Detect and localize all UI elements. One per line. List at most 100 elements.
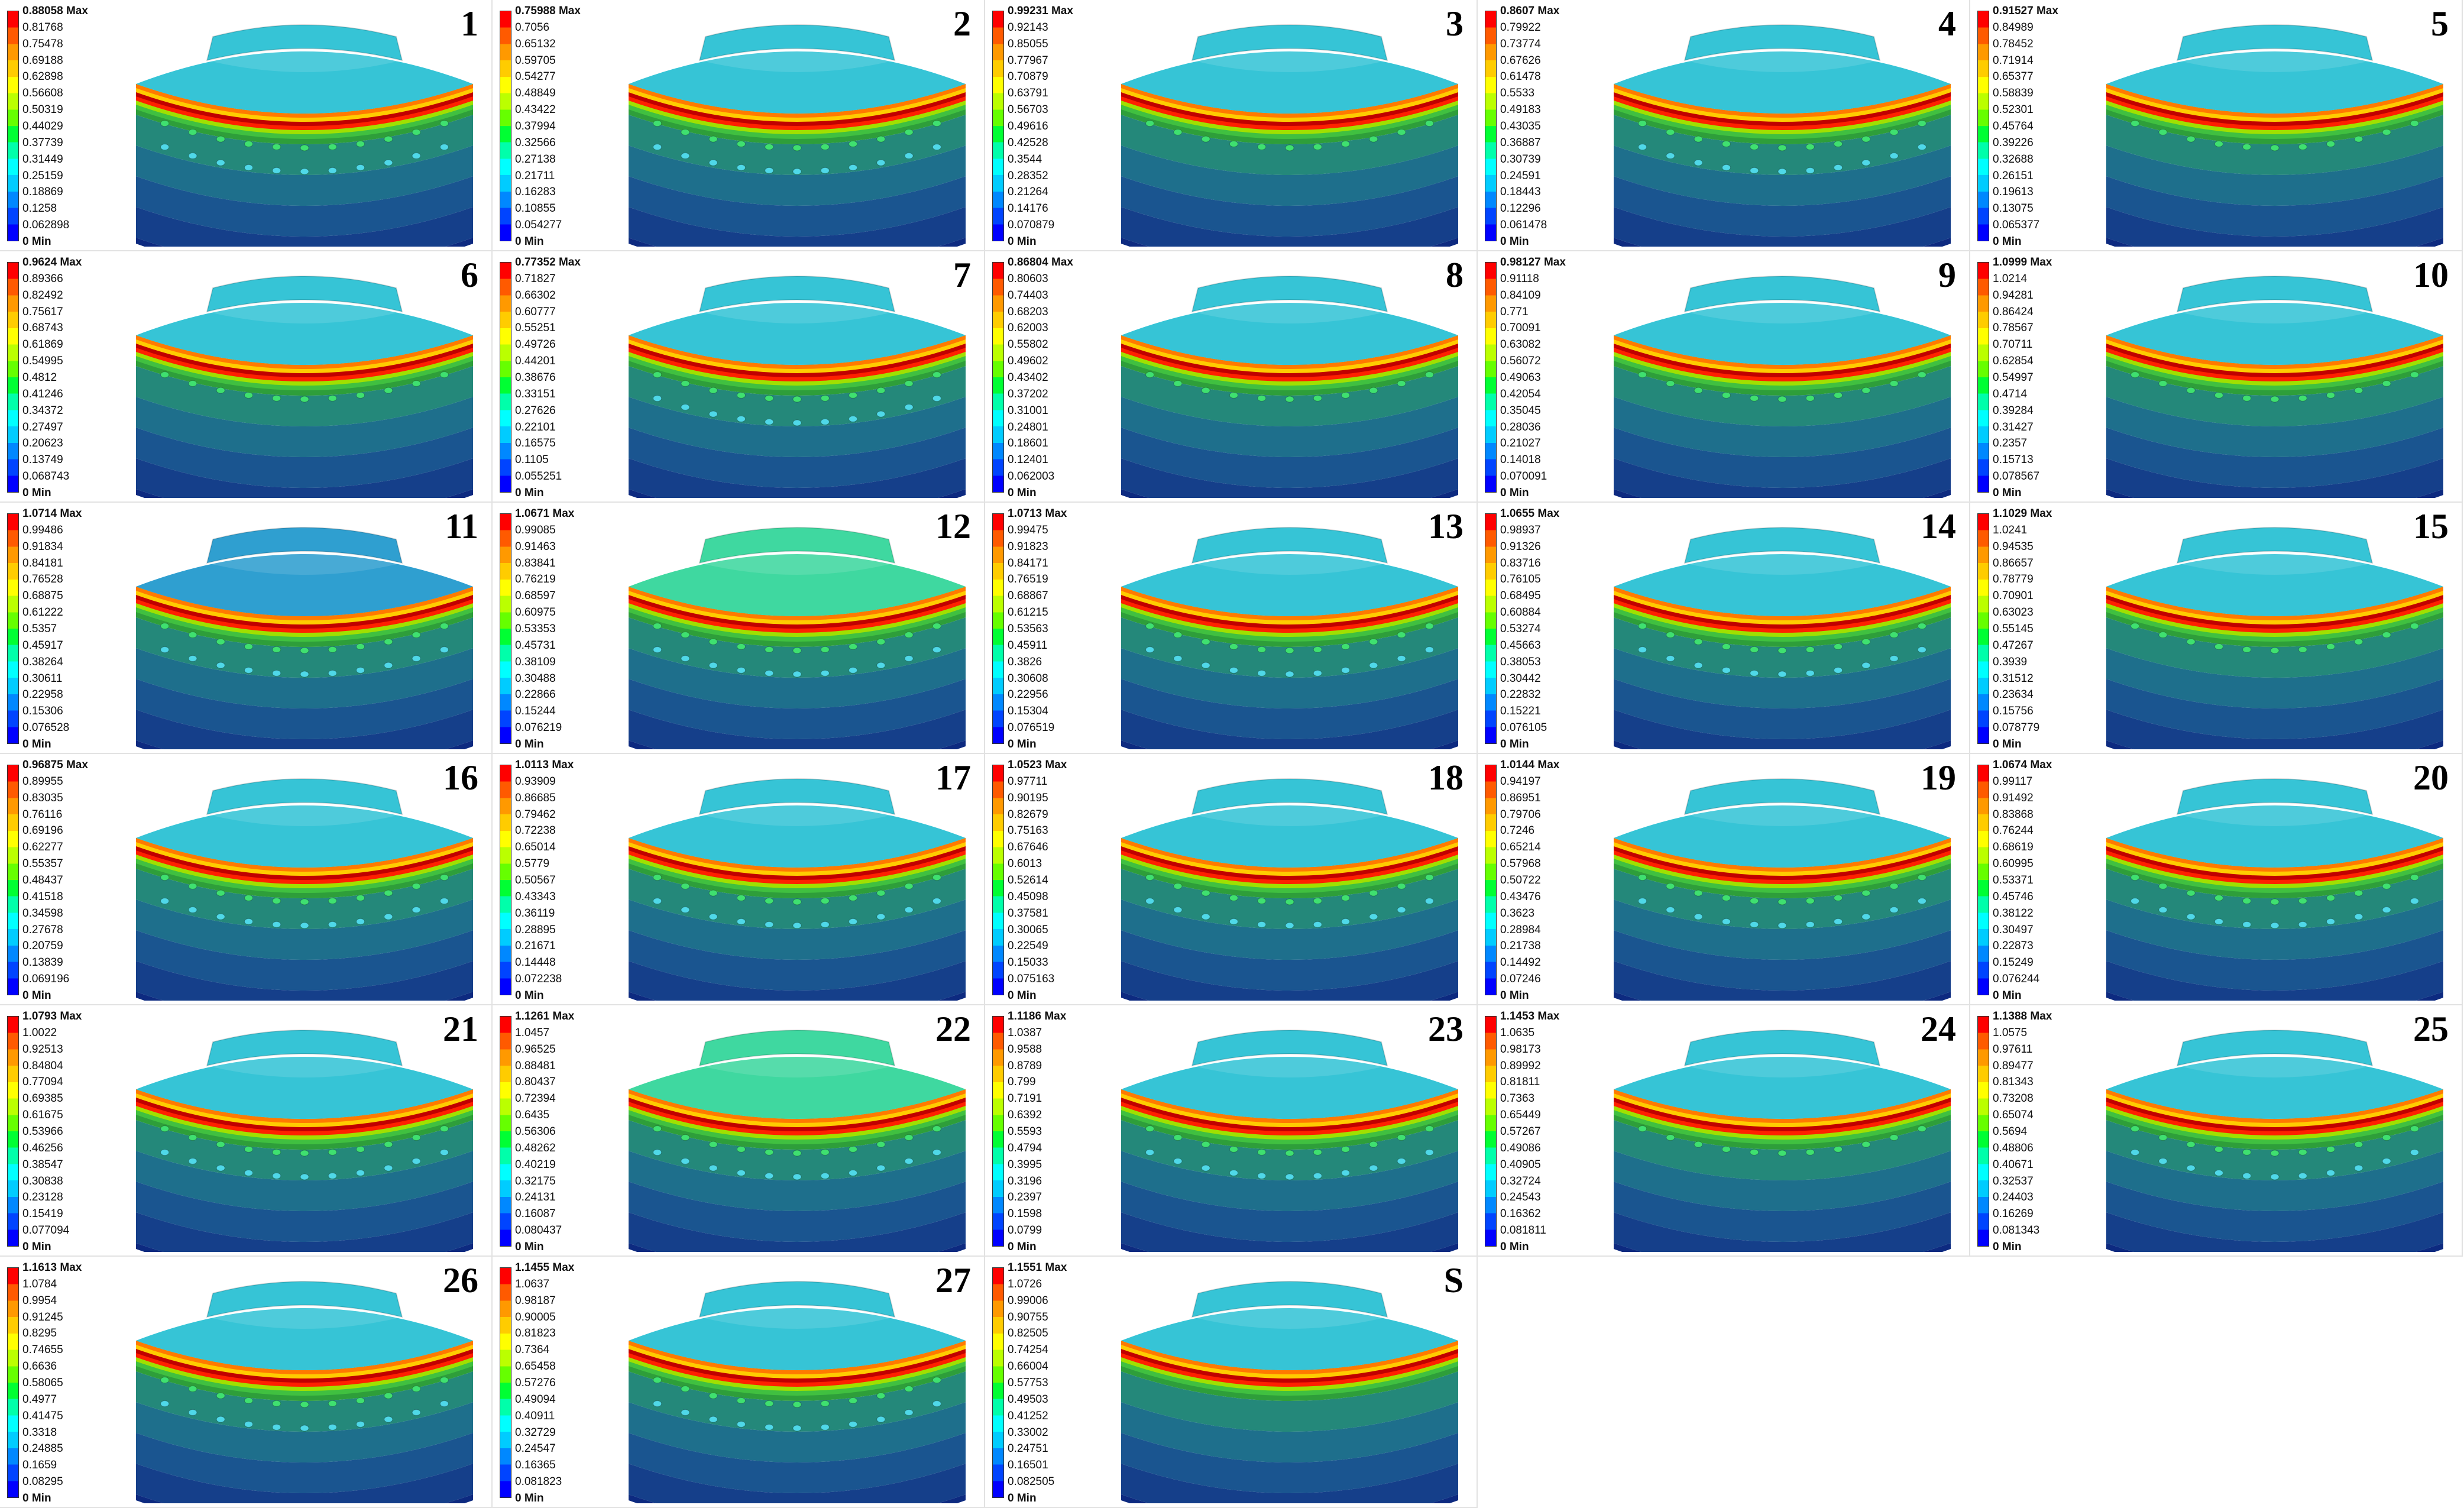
legend-value-label: 0.15713 bbox=[1993, 454, 2034, 467]
model-hole bbox=[1638, 120, 1647, 127]
model-hot-ring bbox=[136, 859, 473, 893]
model-hole bbox=[2214, 918, 2223, 925]
model-hot-ring bbox=[629, 339, 966, 374]
model-hole bbox=[1257, 394, 1267, 402]
model-hole bbox=[708, 913, 718, 920]
panel-number: 26 bbox=[443, 1261, 478, 1300]
model-hole bbox=[1313, 143, 1322, 150]
model-hole bbox=[1666, 153, 1675, 160]
model-hot-ring bbox=[136, 595, 473, 629]
model-hot-ring bbox=[1614, 599, 1951, 633]
model-hole bbox=[1805, 1148, 1815, 1156]
legend-value-label: 0.43035 bbox=[1500, 120, 1541, 132]
model-top-boss bbox=[698, 778, 896, 816]
model-hot-ring bbox=[2106, 344, 2443, 378]
legend-value-label: 0.10855 bbox=[515, 202, 556, 215]
model-hole bbox=[820, 167, 830, 174]
model-hole bbox=[849, 391, 858, 399]
legend-value-label: 0.076519 bbox=[1008, 721, 1055, 734]
legend-value-label: 0.91823 bbox=[1008, 540, 1048, 553]
model-hot-ring bbox=[2106, 603, 2443, 637]
model-hole bbox=[272, 394, 281, 402]
legend-color-bar bbox=[7, 1016, 19, 1247]
model-hole bbox=[849, 666, 858, 674]
model-top-boss bbox=[1683, 24, 1881, 62]
legend-value-label: 0.31512 bbox=[1993, 672, 2034, 685]
model-hole bbox=[1341, 894, 1351, 901]
model-band bbox=[136, 930, 473, 991]
model-hole bbox=[2270, 922, 2280, 929]
model-hole bbox=[2242, 646, 2252, 653]
model-hole bbox=[2158, 1158, 2168, 1165]
model-hot-ring bbox=[136, 1341, 473, 1375]
legend-value-label: 0.48437 bbox=[22, 874, 63, 886]
model-hot-ring bbox=[136, 1349, 473, 1383]
model-hole bbox=[904, 1386, 914, 1393]
model-hot-ring bbox=[1121, 1357, 1458, 1391]
legend-max-label: 1.1186 Max bbox=[1008, 1010, 1067, 1022]
model-hole bbox=[2186, 889, 2196, 897]
legend-value-label: 0.36887 bbox=[1500, 136, 1541, 149]
legend-value-label: 0.30838 bbox=[22, 1174, 63, 1187]
model-hole bbox=[820, 1400, 830, 1407]
model-hole bbox=[904, 1409, 914, 1416]
model-hot-ring bbox=[1121, 1349, 1458, 1383]
model-hot-ring bbox=[136, 352, 473, 386]
legend-value-label: 0.30608 bbox=[1008, 672, 1048, 685]
model-hole bbox=[1229, 643, 1238, 650]
model-hole bbox=[1397, 380, 1406, 387]
model-hole bbox=[1257, 897, 1267, 904]
model-hole bbox=[1285, 396, 1294, 403]
legend-min-label: 0 Min bbox=[515, 1241, 544, 1253]
legend-value-label: 0.55145 bbox=[1993, 623, 2034, 635]
legend-value-label: 0.5357 bbox=[22, 623, 57, 635]
model-hole bbox=[1424, 646, 1434, 653]
legend-max-label: 0.98127 Max bbox=[1500, 256, 1566, 268]
legend-value-label: 0.24403 bbox=[1993, 1191, 2034, 1204]
model-hole bbox=[1694, 159, 1703, 166]
model-hole bbox=[1638, 371, 1647, 378]
model-hole bbox=[681, 1134, 690, 1141]
model-hole bbox=[820, 1148, 830, 1156]
model-hole bbox=[1638, 898, 1647, 905]
legend-value-label: 0.66302 bbox=[515, 289, 556, 302]
model-hole bbox=[244, 918, 253, 925]
model-top-boss bbox=[1683, 778, 1881, 816]
legend-max-label: 0.75988 Max bbox=[515, 5, 581, 17]
color-legend: 1.0523 Max 0.97711 0.90195 0.82679 0.75163 0.… bbox=[990, 759, 1090, 1001]
legend-value-label: 0.93909 bbox=[515, 775, 556, 788]
model-top-surface bbox=[1121, 51, 1458, 114]
model-hot-ring bbox=[629, 101, 966, 135]
model-hot-ring bbox=[136, 348, 473, 382]
legend-min-label: 0 Min bbox=[22, 1241, 51, 1253]
model-band bbox=[2106, 961, 2443, 1001]
model-hole bbox=[932, 646, 941, 653]
model-hole bbox=[384, 387, 393, 394]
model-hole bbox=[653, 120, 662, 127]
model-hole bbox=[1145, 874, 1155, 881]
model-top-boss-face bbox=[700, 551, 895, 575]
model-hot-ring bbox=[1614, 339, 1951, 374]
model-hole bbox=[384, 1416, 393, 1423]
model-hot-ring bbox=[1121, 838, 1458, 872]
model-hot-ring bbox=[1614, 587, 1951, 621]
model-hole bbox=[1201, 387, 1210, 394]
legend-color-bar bbox=[500, 11, 511, 241]
model-hole bbox=[1834, 918, 1843, 925]
model-hole bbox=[2298, 646, 2307, 653]
legend-value-label: 0.35045 bbox=[1500, 404, 1541, 417]
legend-value-label: 0.76219 bbox=[515, 573, 556, 586]
legend-value-label: 0.27678 bbox=[22, 923, 63, 936]
model-band bbox=[629, 1212, 966, 1252]
legend-value-label: 0.15419 bbox=[22, 1208, 63, 1221]
legend-value-label: 0.77967 bbox=[1008, 54, 1048, 67]
fe-model-render bbox=[1614, 778, 1951, 1001]
model-hole bbox=[300, 922, 309, 929]
legend-value-label: 0.68619 bbox=[1993, 841, 2034, 854]
model-hole bbox=[1638, 623, 1647, 630]
model-hole bbox=[876, 662, 886, 669]
panel-number: 2 bbox=[953, 4, 971, 43]
model-hole bbox=[2130, 874, 2140, 881]
model-hot-ring bbox=[2106, 335, 2443, 370]
